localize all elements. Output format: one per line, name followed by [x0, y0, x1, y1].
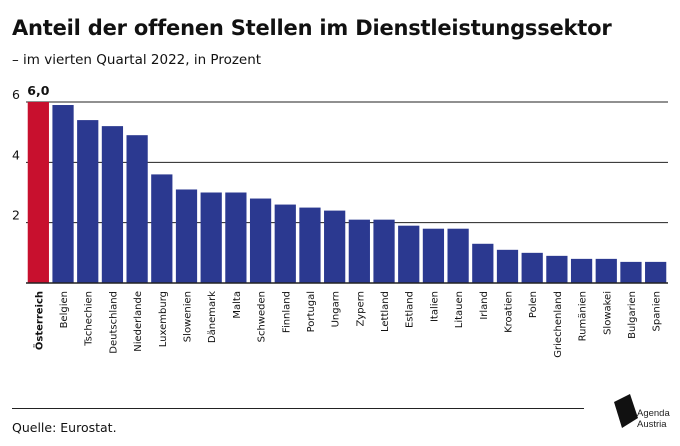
bar	[546, 255, 568, 283]
chart-title: Anteil der offenen Stellen im Dienstleis…	[12, 16, 612, 40]
y-tick-label: 2	[12, 208, 20, 223]
logo-line-2: Austria	[637, 419, 667, 430]
bar	[398, 225, 420, 283]
bar	[200, 192, 222, 283]
x-tick-label: Polen	[528, 291, 539, 318]
agenda-austria-logo: Agenda Austria	[612, 394, 672, 440]
x-tick-label: Dänemark	[207, 291, 218, 343]
logo-line-1: Agenda	[637, 408, 670, 419]
x-tick-label: Finnland	[281, 291, 292, 333]
bar	[27, 102, 49, 283]
x-tick-label: Irland	[479, 291, 490, 320]
bar	[126, 135, 148, 283]
x-tick-label: Slowakei	[602, 291, 613, 335]
bar	[175, 189, 198, 283]
data-label: 6,0	[27, 83, 49, 98]
x-tick-label: Malta	[232, 291, 243, 319]
bar	[595, 258, 617, 283]
bar	[348, 219, 370, 283]
x-tick-label: Zypern	[355, 291, 366, 327]
x-tick-label: Tschechien	[84, 291, 95, 347]
x-tick-label: Kroatien	[504, 291, 515, 333]
bar	[225, 192, 247, 283]
x-tick-label: Estland	[405, 291, 416, 328]
y-tick-label: 6	[12, 87, 20, 102]
x-tick-label: Schweden	[257, 291, 268, 342]
y-tick-label: 4	[12, 147, 20, 162]
footer-divider	[12, 408, 584, 409]
x-tick-label: Litauen	[454, 291, 465, 328]
x-tick-label: Portugal	[306, 291, 317, 332]
bar	[570, 258, 593, 283]
bar	[521, 252, 543, 283]
x-tick-label: Griechenland	[553, 291, 564, 358]
logo-mark-icon	[614, 394, 638, 428]
source-note: Quelle: Eurostat.	[12, 420, 117, 435]
bar	[447, 228, 469, 283]
bar	[496, 249, 519, 283]
bar	[645, 261, 667, 283]
bar	[324, 210, 346, 283]
x-tick-label: Luxemburg	[158, 291, 169, 347]
bar	[52, 105, 74, 284]
bar	[299, 207, 321, 283]
x-tick-label: Deutschland	[108, 291, 119, 354]
bar	[249, 198, 272, 283]
x-tick-label: Rumänien	[578, 291, 589, 341]
x-tick-label: Bulgarien	[627, 291, 638, 339]
bar-chart: 2 4 6 6,0 Österreich Belgien Tschechien Deutsch…	[12, 83, 668, 358]
bar	[472, 243, 494, 283]
x-tick-label: Ungarn	[331, 291, 342, 327]
x-tick-label: Italien	[429, 291, 440, 322]
bar	[373, 219, 395, 283]
chart-subtitle: – im vierten Quartal 2022, in Prozent	[12, 52, 262, 68]
x-tick-label: Belgien	[59, 291, 70, 328]
x-tick-label: Slowenien	[183, 291, 194, 342]
bar	[620, 261, 642, 283]
x-tick-label: Spanien	[652, 291, 663, 331]
bar	[422, 228, 445, 283]
bar	[77, 120, 99, 283]
bar	[101, 126, 124, 283]
bar	[151, 174, 173, 283]
x-tick-label: Österreich	[31, 291, 45, 350]
bar	[274, 204, 296, 283]
x-tick-label: Niederlande	[133, 291, 144, 352]
x-tick-label: Lettland	[380, 291, 391, 332]
